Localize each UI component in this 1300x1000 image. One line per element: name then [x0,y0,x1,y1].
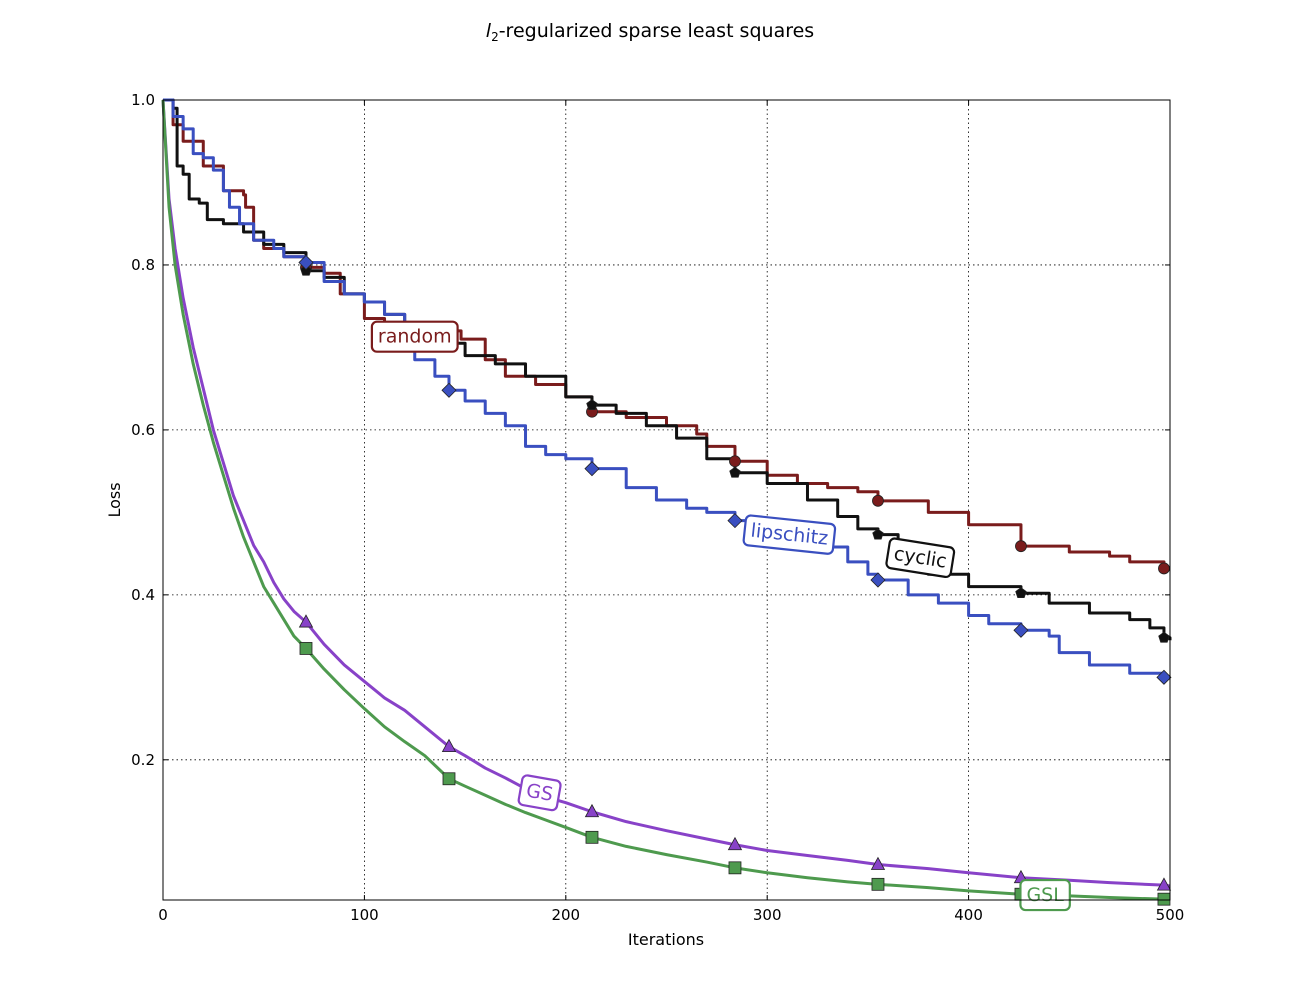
series-label-box [742,514,837,555]
series-label-random: random [370,320,459,353]
x-tick-label: 300 [753,906,782,924]
series-label-gs: GS [517,774,562,812]
series-label-gsl: GSL [1019,878,1071,912]
marker-gsl [299,642,313,655]
x-tick-label: 200 [551,906,580,924]
marker-random [872,494,884,507]
marker-random [1015,540,1027,553]
chart-title: l2-regularized sparse least squares [486,20,814,44]
x-tick-label: 0 [158,906,168,924]
marker-gsl [442,772,456,786]
series-layer [161,98,1172,901]
series-label-box [517,774,562,812]
series-label-box [1019,878,1071,912]
marker-layer [298,254,1172,906]
series-label-box [885,537,956,579]
y-tick-label: 0.2 [131,751,155,769]
series-label-text: random [378,326,452,348]
tick-layer: 0 100 200 300 400 500 0.2 0.4 0.6 0.8 1.0 [131,91,1184,924]
chart-title-subscript: 2 [491,30,499,44]
series-line-random [163,98,1170,570]
marker-lipschitz [584,461,600,477]
label-layer: random lipschitz cyclic GS GSL [370,320,1071,912]
series-label-cyclic: cyclic [885,537,956,579]
marker-cyclic [872,528,884,540]
x-tick-label: 500 [1156,906,1185,924]
y-axis-label: Loss [105,482,124,517]
marker-gsl [1157,892,1171,906]
plot-frame [162,99,1171,901]
marker-gs [870,856,886,870]
series-label-box [370,320,459,353]
marker-lipschitz [1013,622,1029,638]
series-label-text: GSL [1026,884,1064,906]
marker-gs [441,738,457,752]
x-axis-label: Iterations [628,930,704,949]
marker-cyclic [586,399,598,411]
series-label-text: GS [525,780,555,806]
marker-gsl [728,861,742,875]
marker-cyclic [300,264,312,276]
marker-gs [298,614,314,628]
series-line-cyclic [163,98,1172,641]
marker-cyclic [1015,587,1027,599]
marker-cyclic [1158,631,1170,643]
x-tick-label: 100 [350,906,379,924]
marker-lipschitz [870,572,886,588]
marker-lipschitz [298,254,314,271]
y-tick-label: 0.8 [131,256,155,274]
x-tick-label: 400 [954,906,983,924]
grid-layer [163,100,1170,900]
y-tick-label: 0.6 [131,421,155,439]
marker-gsl [585,830,599,844]
chart-title-rest: -regularized sparse least squares [499,20,815,42]
series-line-gs [161,99,1171,888]
marker-gs [1156,877,1172,891]
marker-gs [584,803,600,818]
series-label-lipschitz: lipschitz [742,514,837,555]
marker-cyclic [729,466,741,478]
y-tick-label: 1.0 [131,91,155,109]
marker-lipschitz [727,513,743,529]
marker-random [1158,562,1170,575]
series-line-lipschitz [163,98,1170,679]
marker-gs [727,836,743,851]
marker-lipschitz [1156,669,1172,685]
marker-lipschitz [441,382,457,398]
chart-title-main: l [486,20,492,42]
marker-random [729,455,741,468]
marker-gsl [871,877,885,891]
y-tick-label: 0.4 [131,586,155,604]
